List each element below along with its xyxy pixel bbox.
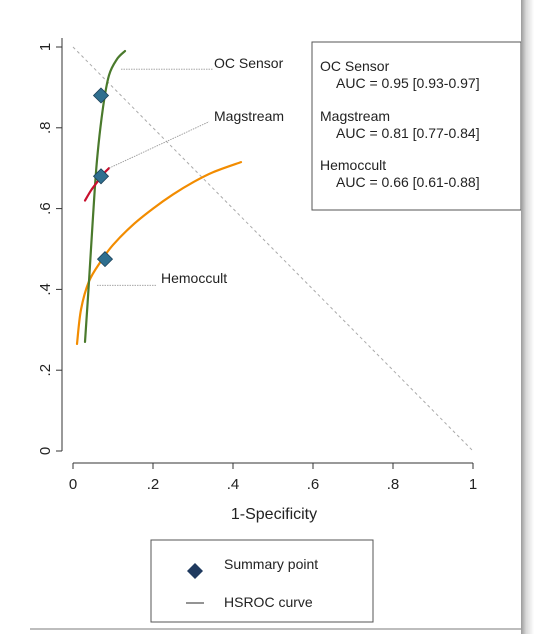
auc-box-auc-1: AUC = 0.81 [0.77-0.84] bbox=[336, 125, 480, 141]
x-tick-label: 0 bbox=[69, 476, 77, 493]
auc-box-name-1: Magstream bbox=[320, 108, 390, 124]
y-tick-label: .2 bbox=[37, 364, 54, 377]
callout-label: Hemoccult bbox=[161, 270, 227, 286]
x-axis-title: 1-Specificity bbox=[231, 506, 317, 523]
auc-box-name-2: Hemoccult bbox=[320, 157, 386, 173]
auc-box-auc-0: AUC = 0.95 [0.93-0.97] bbox=[336, 75, 480, 91]
x-tick-label: .4 bbox=[227, 476, 240, 493]
hsroc-chart: 0 .2 .4 .6 .8 1 0 .2 .4 .6 .8 1 OC Sensor Magstream H… bbox=[37, 38, 521, 623]
summary-point-oc-sensor bbox=[92, 87, 110, 104]
hsroc-curve-hemocccult bbox=[75, 161, 243, 346]
y-tick-label: .8 bbox=[37, 122, 54, 135]
legend-label-summary: Summary point bbox=[224, 556, 318, 572]
auc-box-auc-2: AUC = 0.66 [0.61-0.88] bbox=[336, 174, 480, 190]
callout-line bbox=[108, 121, 210, 169]
y-tick-label: 0 bbox=[37, 447, 54, 455]
x-tick-label: 1 bbox=[469, 476, 477, 493]
reference-line bbox=[72, 46, 474, 452]
axes: 0 .2 .4 .6 .8 1 0 .2 .4 .6 .8 1 bbox=[37, 38, 477, 493]
x-tick-label: .8 bbox=[387, 476, 400, 493]
auc-box: OC Sensor AUC = 0.95 [0.93-0.97] Magstre… bbox=[311, 41, 521, 211]
legend: Summary point HSROC curve bbox=[150, 539, 374, 623]
y-tick-label: 1 bbox=[37, 43, 54, 51]
legend-diamond-icon bbox=[187, 563, 203, 579]
callout-lines: OC Sensor Magstream Hemoccult bbox=[97, 55, 284, 286]
summary-point-magstream bbox=[92, 168, 110, 185]
hsroc-curve-oc-sensor bbox=[83, 49, 127, 344]
page-edge-shadow bbox=[521, 0, 534, 634]
bottom-rule bbox=[30, 628, 521, 630]
legend-label-hsroc: HSROC curve bbox=[224, 594, 313, 610]
callout-label: Magstream bbox=[214, 108, 284, 124]
summary-point-hemocccult bbox=[96, 251, 114, 268]
auc-box-name-0: OC Sensor bbox=[320, 58, 390, 74]
y-tick-label: .6 bbox=[37, 202, 54, 215]
reference-diagonal bbox=[72, 46, 474, 452]
x-tick-label: .2 bbox=[147, 476, 160, 493]
summary-points bbox=[92, 87, 114, 268]
callout-label: OC Sensor bbox=[214, 55, 284, 71]
x-tick-label: .6 bbox=[307, 476, 320, 493]
y-tick-label: .4 bbox=[37, 283, 54, 296]
